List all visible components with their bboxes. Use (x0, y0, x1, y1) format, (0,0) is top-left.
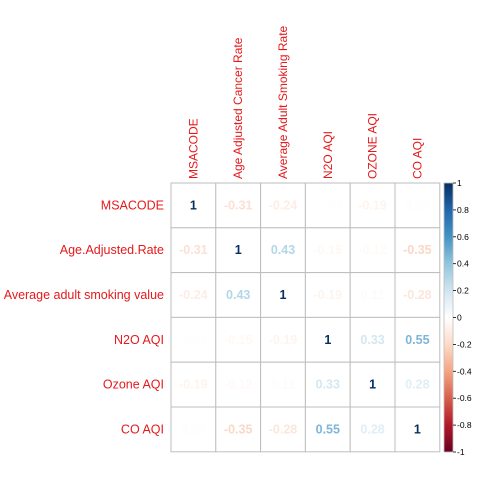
legend-tick-label: 1 (457, 178, 462, 188)
legend-tick-label: -0.4 (457, 366, 472, 376)
cell-value-label: -0.19 (179, 378, 208, 392)
cell-value-label: 0.55 (405, 333, 429, 347)
column-labels: MSACODE Age Adjusted Cancer Rate Average A… (186, 25, 424, 179)
matrix-cell (394, 361, 441, 408)
matrix-cell (215, 182, 262, 229)
cell-value-label: -0.12 (224, 378, 253, 392)
matrix-cell (394, 227, 441, 274)
matrix-cell (349, 361, 396, 408)
cell-value-label: 0.43 (226, 288, 250, 302)
cell-value-label: 1 (369, 378, 376, 392)
matrix-cell (349, 406, 396, 453)
matrix-cell (349, 272, 396, 318)
cell-value-label: 0.28 (405, 378, 429, 392)
cell-value-label: -0.28 (403, 288, 432, 302)
cell-value-label: -0.35 (403, 243, 432, 257)
row-labels: MSACODE Age.Adjusted.Rate Average adult sm… (4, 198, 164, 436)
cell-value-label: -0.35 (224, 422, 253, 436)
cell-value-label: -0.19 (269, 333, 298, 347)
matrix-cell (304, 272, 351, 318)
cell-value-label: 0.28 (360, 422, 384, 436)
cell-value-label: 0.33 (360, 333, 384, 347)
row-label: MSACODE (101, 198, 164, 212)
matrix-cell (304, 227, 351, 274)
legend-tick-label: 0.6 (457, 232, 469, 242)
legend-tick-label: -0.2 (457, 339, 472, 349)
row-label: N2O AQI (114, 333, 164, 347)
cell-value-label: 0.43 (271, 243, 295, 257)
legend-tick-label: 0.2 (457, 286, 469, 296)
column-label: Average Adult Smoking Rate (276, 25, 290, 179)
cell-value-label: -0.19 (358, 198, 387, 212)
matrix-cell (170, 406, 217, 453)
matrix-cell (215, 272, 262, 318)
matrix-cell (394, 406, 441, 453)
cell-value-label: -0.19 (314, 288, 343, 302)
matrix-cells: 1 -0.31 -0.24 -0.04 -0.19 0.08 -0.31 1 0.43 -0.15… (170, 182, 441, 453)
cell-value-label: 1 (190, 198, 197, 212)
cell-value-label: 0.08 (405, 198, 429, 212)
column-label: N2O AQI (321, 131, 335, 179)
matrix-cell (170, 182, 217, 229)
matrix-cell (304, 406, 351, 453)
column-label: Age Adjusted Cancer Rate (231, 37, 245, 179)
cell-value-label: 0.55 (316, 422, 340, 436)
matrix-cell (394, 182, 441, 229)
legend-tick-label: 0.8 (457, 205, 469, 215)
matrix-cell (304, 316, 351, 363)
matrix-cell (304, 361, 351, 408)
cell-value-label: 0.08 (181, 422, 205, 436)
cell-value-label: -0.24 (179, 288, 208, 302)
column-label: CO AQI (410, 138, 424, 179)
matrix-cell (260, 316, 306, 363)
matrix-cell (215, 227, 262, 274)
cell-value-label: 0.33 (316, 378, 340, 392)
cell-value-label: -0.28 (269, 422, 298, 436)
cell-value-label: -0.24 (269, 198, 298, 212)
cell-value-label: 1 (235, 243, 242, 257)
legend-color-bar (443, 182, 454, 453)
cell-value-label: -0.31 (179, 243, 208, 257)
legend-tick-label: -0.6 (457, 393, 472, 403)
legend-tick-label: -0.8 (457, 420, 472, 430)
legend-tick-label: 0.4 (457, 259, 469, 269)
matrix-cell (349, 316, 396, 363)
cell-value-label: -0.04 (314, 198, 343, 212)
cell-value-label: 1 (324, 333, 331, 347)
row-label: Average adult smoking value (4, 288, 164, 302)
column-label: OZONE AQI (366, 113, 380, 179)
cell-value-label: 1 (280, 288, 287, 302)
legend-tick-label: 0 (457, 313, 462, 323)
legend-tick-label: -1 (457, 447, 465, 457)
cell-value-label: -0.15 (224, 333, 253, 347)
matrix-cell (394, 272, 441, 318)
row-label: CO AQI (121, 422, 164, 436)
cell-value-label: 0.11 (361, 288, 385, 302)
cell-value-label: -0.31 (224, 198, 253, 212)
cell-value-label: -0.12 (358, 243, 387, 257)
matrix-cell (215, 316, 262, 363)
row-label: Age.Adjusted.Rate (60, 243, 164, 257)
column-label: MSACODE (186, 118, 200, 179)
matrix-cell (260, 361, 306, 408)
matrix-cell (394, 316, 441, 363)
row-label: Ozone AQI (103, 378, 164, 392)
matrix-cell (170, 316, 217, 363)
cell-value-label: 1 (414, 422, 421, 436)
cell-value-label: -0.04 (179, 333, 208, 347)
cell-value-label: 0.11 (271, 378, 295, 392)
color-legend: 1 0.8 0.6 0.4 0.2 0 -0.2 -0.4 -0.6 -0.8 -1 (443, 178, 472, 457)
cell-value-label: -0.15 (314, 243, 343, 257)
